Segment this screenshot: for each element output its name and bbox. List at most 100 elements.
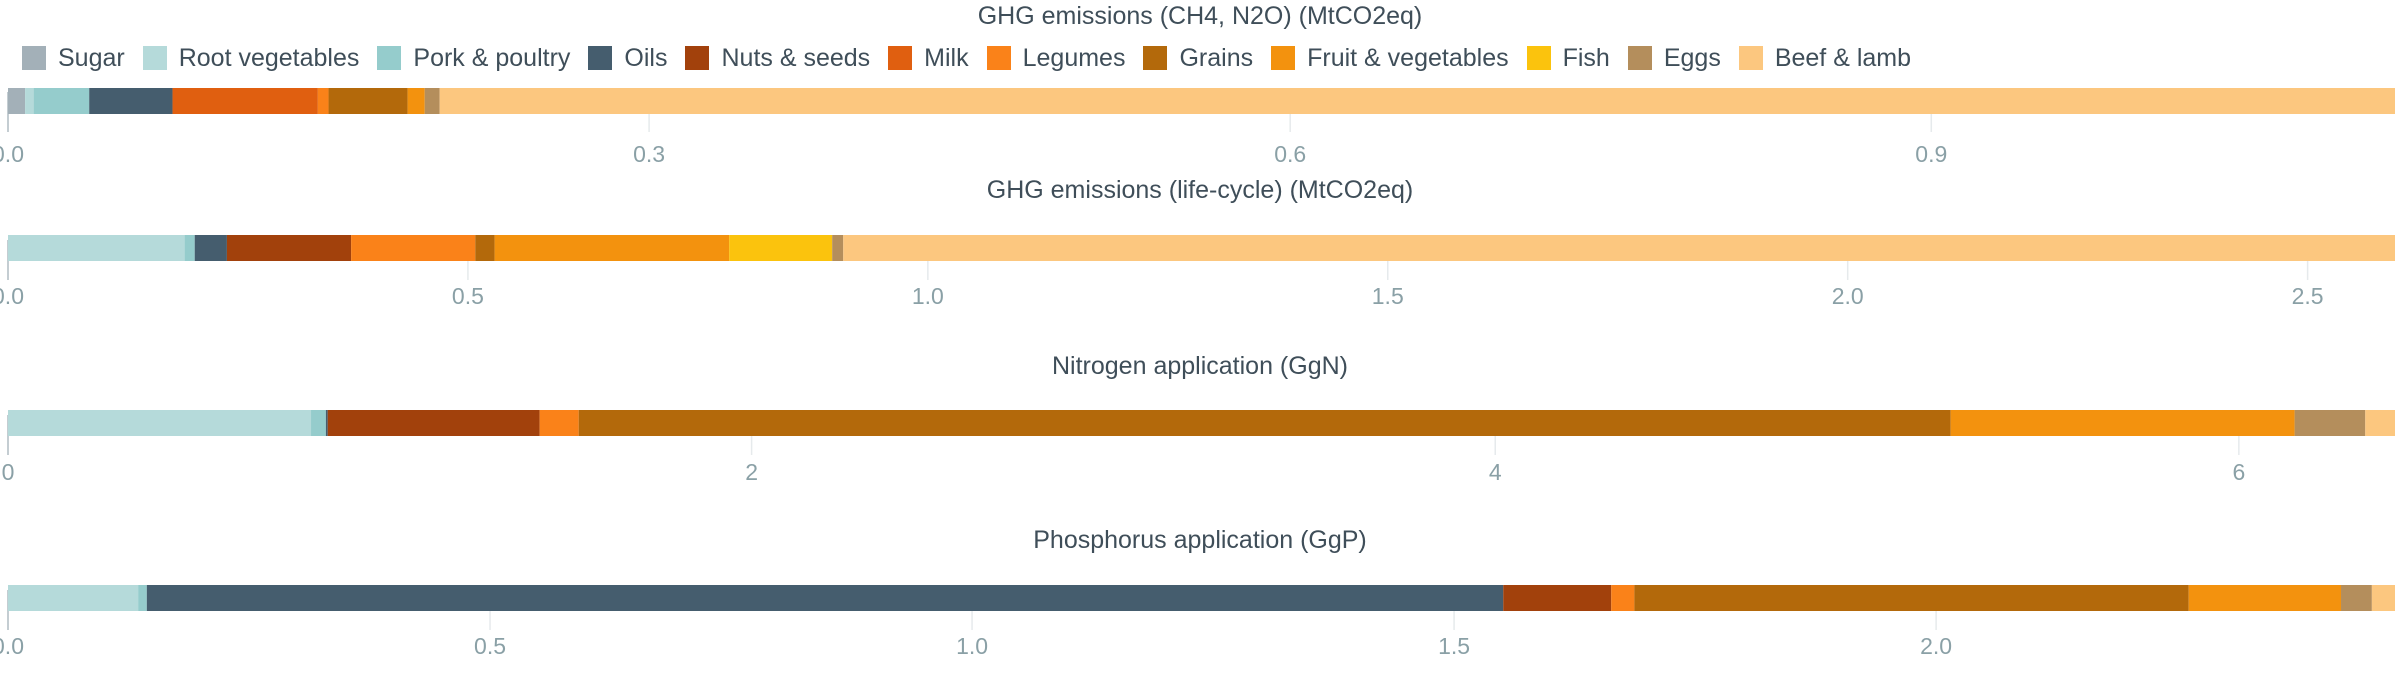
legend-label: Legumes (1022, 43, 1126, 72)
legend-item[interactable]: Eggs (1627, 44, 1721, 73)
bar-segment[interactable]: Root vegetables: 0.004 (25, 88, 34, 114)
bar-segment[interactable]: Legumes: 0.005 (317, 88, 329, 114)
legend-item[interactable]: Grains (1143, 44, 1253, 73)
chart-title: GHG emissions (life-cycle) (MtCO2eq) (987, 176, 1413, 204)
bar-segment[interactable]: Grains: 0.037 (328, 88, 408, 114)
legend-item[interactable]: Pork & poultry (377, 44, 570, 73)
x-tick-label: 1.0 (912, 283, 944, 309)
legend-swatch (1627, 46, 1652, 70)
bar-segment[interactable]: Pork & poultry: 0.026 (33, 88, 90, 114)
bar-segment[interactable]: Nuts & seeds: 0.57 (327, 410, 540, 436)
legend-swatch (588, 46, 613, 70)
bar-segment[interactable]: Pork & poultry: 0.011 (184, 235, 195, 261)
x-tick-label: 4 (1489, 459, 1502, 485)
legend-label: Sugar (58, 43, 125, 72)
x-tick-label: 1.5 (1438, 633, 1470, 659)
chart-panel: GHG emissions (CH4, N2O) (MtCO2eq) Sugar:… (0, 2, 2396, 167)
chart-panel: Phosphorus application (GgP) Root vegetab… (0, 526, 2395, 659)
legend-label: Pork & poultry (413, 43, 571, 72)
bar-segment[interactable]: Nuts & seeds: 0.112 (1503, 585, 1612, 611)
bar-segment[interactable]: Fruit & vegetables: 0.255 (494, 235, 730, 261)
x-tick-label: 2 (745, 459, 758, 485)
bar-segment[interactable]: Eggs: 0.032 (2341, 585, 2372, 611)
bar-segment[interactable]: Root vegetables: 0.815 (8, 410, 312, 436)
legend-label: Milk (924, 43, 969, 72)
x-tick-label: 2.5 (2292, 283, 2324, 309)
x-tick-label: 0.0 (0, 141, 24, 167)
bar-segment[interactable]: Fish: 0.112 (729, 235, 833, 261)
legend-swatch (1143, 46, 1168, 70)
x-tick-label: 0 (2, 459, 15, 485)
legend-swatch (1526, 46, 1551, 70)
legend-label: Fish (1562, 43, 1610, 72)
x-tick-label: 0.5 (452, 283, 484, 309)
x-tick-label: 0.5 (474, 633, 506, 659)
bar-segment[interactable]: Oils: 0.005 (325, 410, 328, 436)
bar-segment[interactable]: Eggs: 0.19 (2294, 410, 2366, 436)
bar-segment[interactable]: Beef & lamb: 0.08 (2365, 410, 2395, 436)
legend-swatch (1738, 46, 1763, 70)
bar-segment[interactable]: Beef & lamb: 0.915 (439, 88, 2396, 114)
bar-segment[interactable]: Pork & poultry: 0.04 (311, 410, 326, 436)
bar-segment[interactable]: Legumes: 0.135 (351, 235, 476, 261)
legend-item[interactable]: Root vegetables (142, 43, 360, 73)
legend-item[interactable]: Fruit & vegetables (1271, 44, 1509, 73)
bar-segment[interactable]: Eggs: 0.012 (832, 235, 844, 261)
bar-segment[interactable]: Sugar: 0.008 (8, 88, 26, 114)
x-tick-label: 1.5 (1372, 283, 1404, 309)
x-tick-label: 0.9 (1915, 141, 1947, 167)
legend-item[interactable]: Sugar (22, 44, 125, 73)
legend-label: Nuts & seeds (721, 43, 871, 72)
legend-swatch (986, 46, 1011, 70)
legend-label: Fruit & vegetables (1307, 43, 1509, 72)
bar-segment[interactable]: Fruit & vegetables: 0.925 (1950, 410, 2295, 436)
bar-segment[interactable]: Root vegetables: 0.192 (8, 235, 185, 261)
x-tick-label: 0.6 (1274, 141, 1306, 167)
bar-segment[interactable]: Legumes: 0.105 (539, 410, 579, 436)
legend-label: Root vegetables (178, 43, 360, 72)
legend-label: Beef & lamb (1774, 43, 1912, 72)
bar-segment[interactable]: Pork & poultry: 0.009 (138, 585, 147, 611)
legend-swatch (1271, 46, 1296, 70)
legend-item[interactable]: Fish (1526, 43, 1610, 73)
bar-segment[interactable]: Oils: 0.039 (89, 88, 173, 114)
bar-segment[interactable]: Oils: 1.407 (146, 585, 1504, 611)
bar-segment[interactable]: Legumes: 0.024 (1611, 585, 1635, 611)
x-tick-label: 2.0 (1832, 283, 1864, 309)
bar-segment[interactable]: Grains: 0.021 (475, 235, 495, 261)
legend-item[interactable]: Nuts & seeds (685, 44, 870, 73)
legend-label: Oils (624, 43, 668, 72)
bar-segment[interactable]: Grains: 3.69 (578, 410, 1951, 436)
legend-item[interactable]: Legumes (986, 43, 1126, 73)
chart-panel: GHG emissions (life-cycle) (MtCO2eq) Root… (0, 176, 2396, 309)
legend-swatch (685, 46, 710, 70)
legend-swatch (888, 46, 913, 70)
x-tick-label: 6 (2232, 459, 2245, 485)
chart-title: GHG emissions (CH4, N2O) (MtCO2eq) (978, 2, 1423, 30)
bar-segment[interactable]: Fruit & vegetables: 0.158 (2188, 585, 2342, 611)
bar-segment[interactable]: Beef & lamb: 1.687 (843, 235, 2396, 261)
bar-segment[interactable]: Eggs: 0.007 (424, 88, 440, 114)
chart-title: Phosphorus application (GgP) (1033, 526, 1367, 554)
bar-segment[interactable]: Root vegetables: 0.135 (8, 585, 139, 611)
bar-segment[interactable]: Fruit & vegetables: 0.008 (407, 88, 425, 114)
legend-swatch (377, 46, 402, 70)
bar-segment[interactable]: Nuts & seeds: 0.135 (226, 235, 352, 261)
x-tick-label: 1.0 (956, 633, 988, 659)
bar-segment[interactable]: Oils: 0.035 (194, 235, 227, 261)
bar-segment[interactable]: Milk: 0.068 (172, 88, 318, 114)
bar-segment[interactable]: Grains: 0.575 (1634, 585, 2189, 611)
legend-item[interactable]: Milk (888, 43, 969, 73)
legend-item[interactable]: Oils (588, 44, 667, 73)
chart-panel: Nitrogen application (GgN) Root vegetable… (2, 352, 2395, 485)
legend-label: Grains (1179, 43, 1254, 72)
bar-segment[interactable]: Beef & lamb: 0.024 (2371, 585, 2395, 611)
x-tick-label: 0.3 (633, 141, 665, 167)
x-tick-label: 2.0 (1920, 633, 1952, 659)
legend-item[interactable]: Beef & lamb (1738, 43, 1912, 73)
legend-swatch (142, 46, 167, 70)
chart-title: Nitrogen application (GgN) (1052, 352, 1348, 380)
legend: Sugar Root vegetables Pork & poultry Oils Nu… (22, 40, 1929, 76)
